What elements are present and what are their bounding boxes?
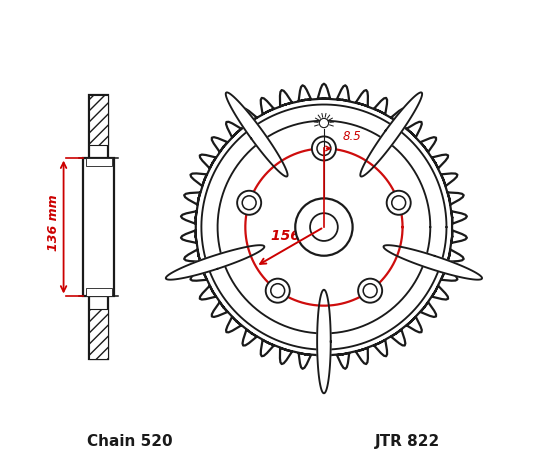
Circle shape: [265, 278, 290, 303]
Circle shape: [295, 198, 353, 256]
Circle shape: [319, 118, 329, 128]
Bar: [90, 95, 108, 359]
Circle shape: [317, 141, 331, 155]
Circle shape: [363, 284, 377, 298]
Circle shape: [312, 137, 336, 161]
Circle shape: [242, 196, 256, 210]
Bar: [90, 95, 108, 146]
Polygon shape: [360, 92, 422, 176]
Text: Chain 520: Chain 520: [87, 434, 172, 449]
Circle shape: [271, 284, 284, 298]
Polygon shape: [384, 245, 482, 280]
Polygon shape: [226, 92, 288, 176]
Circle shape: [392, 196, 405, 210]
Bar: [86, 288, 111, 296]
Bar: [86, 158, 111, 166]
Circle shape: [358, 278, 382, 303]
Text: JTR 822: JTR 822: [375, 434, 440, 449]
Polygon shape: [317, 290, 331, 393]
Polygon shape: [166, 245, 264, 280]
Text: 8.5: 8.5: [343, 130, 362, 143]
Circle shape: [237, 191, 261, 215]
Circle shape: [310, 213, 338, 241]
Bar: [90, 309, 108, 359]
Text: 156 mm: 156 mm: [272, 229, 334, 243]
Text: 136 mm: 136 mm: [47, 194, 60, 251]
Circle shape: [386, 191, 410, 215]
Bar: [83, 158, 114, 296]
